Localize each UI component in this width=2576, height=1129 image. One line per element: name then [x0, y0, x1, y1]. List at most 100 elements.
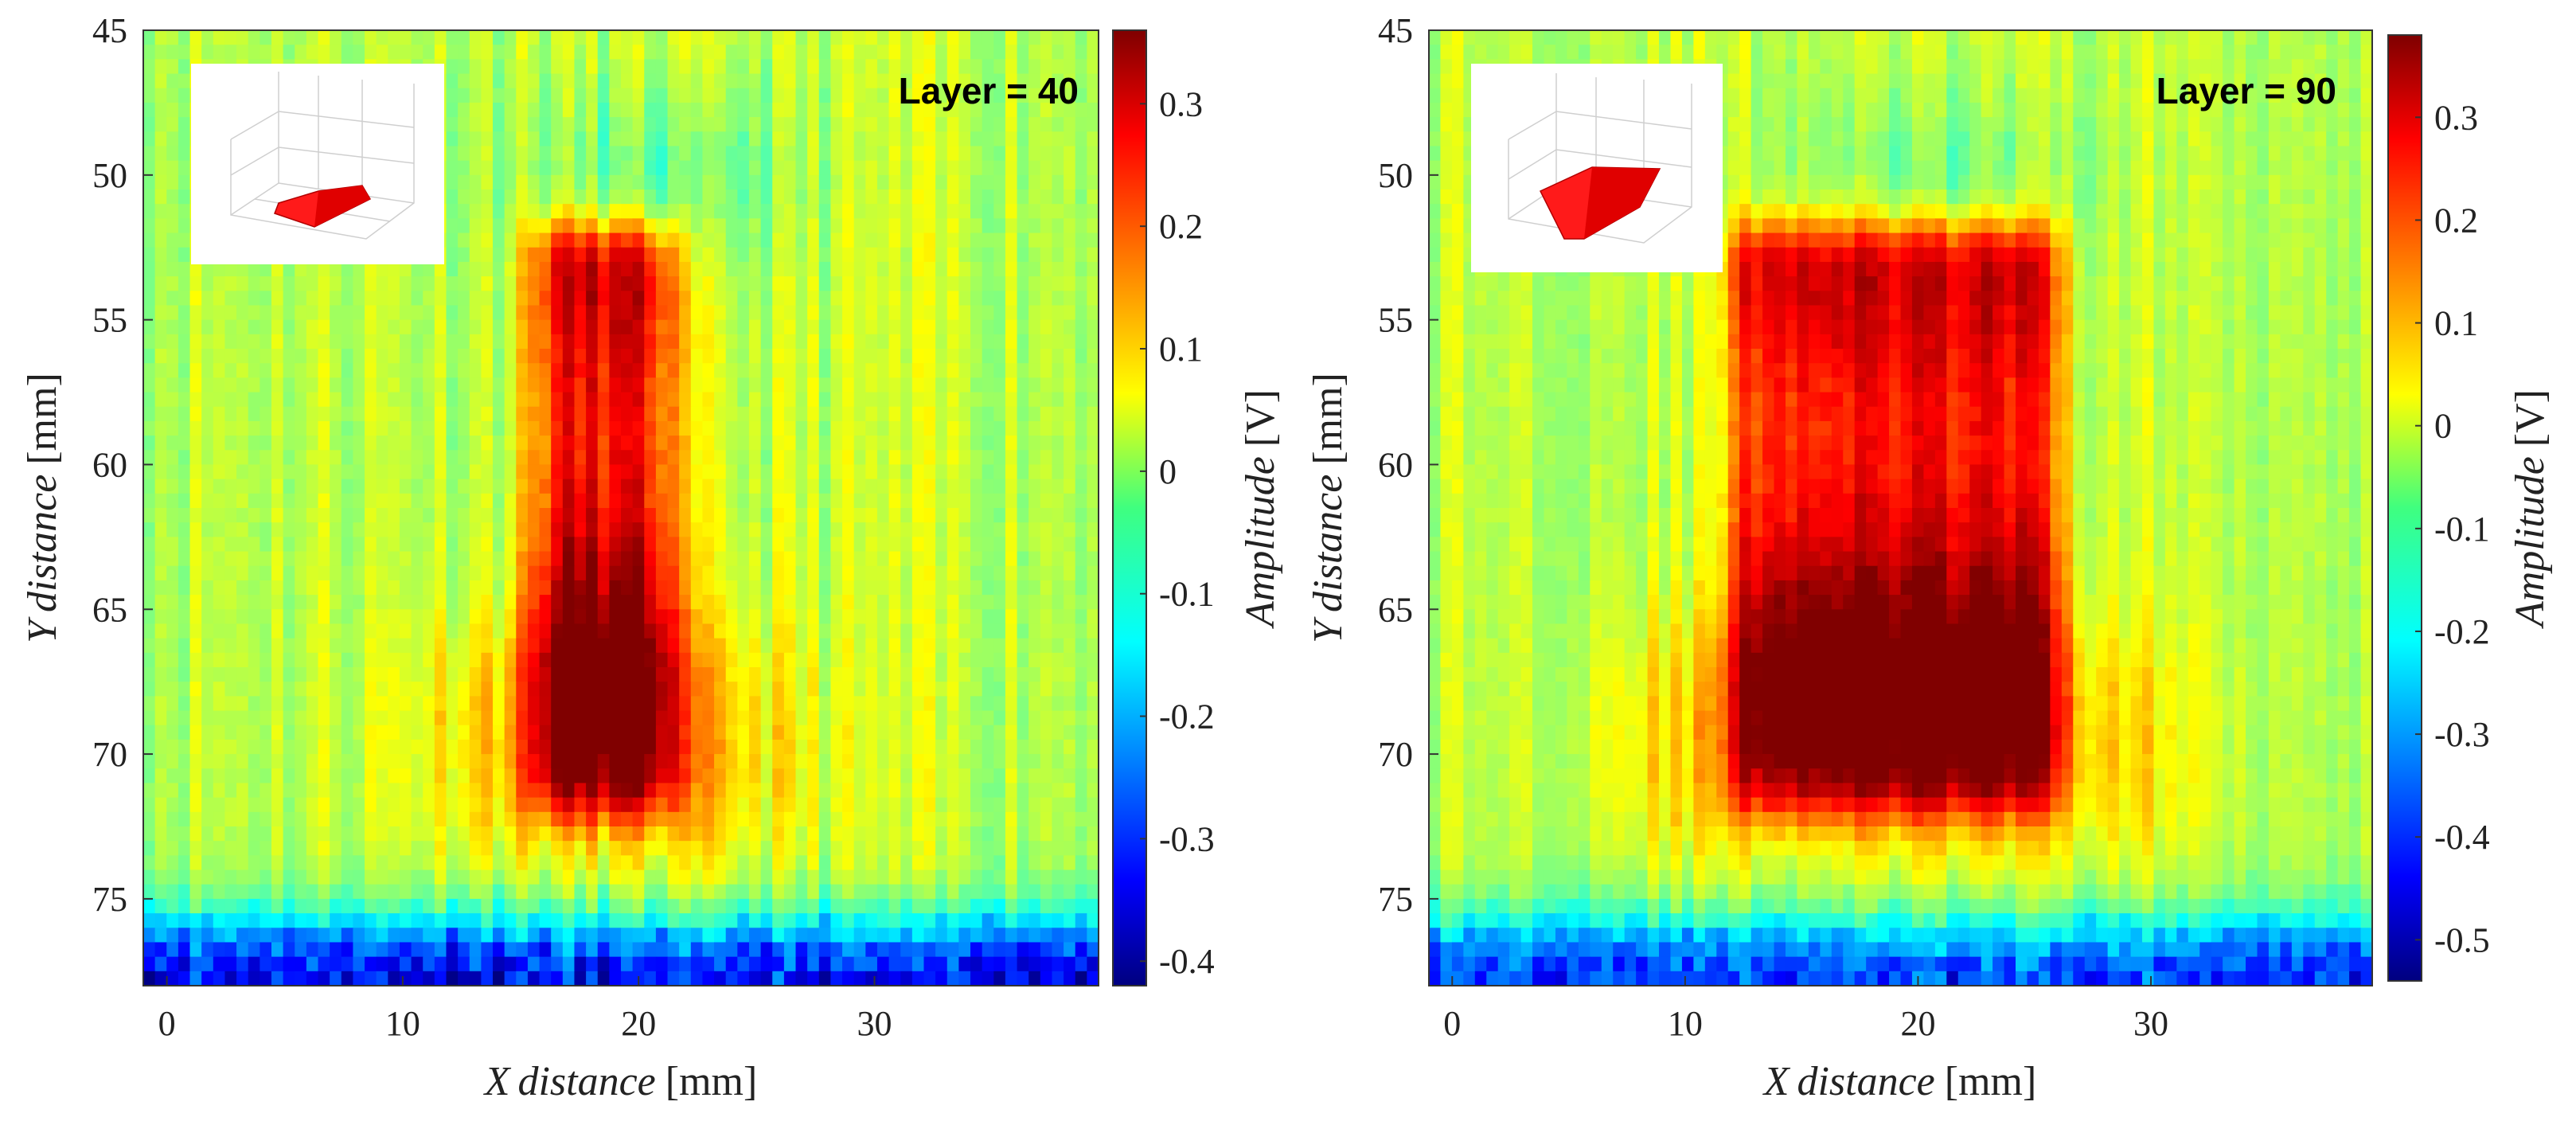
heatmap-cell: [353, 508, 365, 523]
heatmap-cell: [900, 291, 913, 307]
heatmap-cell: [527, 522, 541, 537]
heatmap-cell: [748, 710, 762, 726]
heatmap-cell: [970, 479, 983, 494]
heatmap-cell: [376, 739, 388, 755]
heatmap-cell: [365, 291, 377, 307]
heatmap-cell: [516, 131, 529, 147]
heatmap-cell: [295, 783, 307, 799]
heatmap-cell: [353, 710, 365, 726]
heatmap-cell: [888, 261, 901, 277]
heatmap-cell: [807, 204, 820, 219]
heatmap-cell: [737, 334, 750, 350]
heatmap-cell: [993, 291, 1006, 307]
heatmap-cell: [213, 349, 226, 364]
heatmap-cell: [283, 609, 295, 625]
heatmap-cell: [1040, 811, 1053, 827]
heatmap-cell: [900, 160, 913, 176]
heatmap-cell: [982, 479, 994, 494]
heatmap-cell: [993, 884, 1006, 900]
heatmap-cell: [1087, 797, 1099, 813]
heatmap-cell: [644, 102, 657, 118]
heatmap-cell: [493, 276, 505, 291]
heatmap-cell: [702, 420, 715, 436]
heatmap-cell: [551, 305, 564, 321]
heatmap-cell: [562, 623, 576, 639]
heatmap-cell: [1017, 898, 1029, 914]
heatmap-cell: [260, 479, 272, 494]
heatmap-cell: [527, 450, 541, 466]
heatmap-cell: [166, 898, 179, 914]
heatmap-cell: [1075, 392, 1087, 408]
heatmap-cell: [306, 479, 319, 494]
heatmap-cell: [655, 623, 669, 639]
heatmap-cell: [1005, 768, 1018, 784]
heatmap-cell: [609, 464, 622, 480]
heatmap-cell: [189, 464, 202, 480]
heatmap-cell: [923, 73, 936, 89]
heatmap-cell: [702, 508, 715, 523]
heatmap-cell: [1017, 334, 1029, 350]
heatmap-cell: [1040, 667, 1053, 682]
heatmap-cell: [481, 247, 494, 263]
heatmap-cell: [690, 276, 704, 291]
heatmap-cell: [795, 247, 808, 263]
heatmap-cell: [143, 349, 156, 364]
heatmap-cell: [260, 826, 272, 842]
heatmap-cell: [539, 363, 552, 378]
heatmap-cell: [644, 436, 657, 451]
heatmap-cell: [807, 232, 820, 248]
heatmap-cell: [830, 493, 843, 509]
heatmap-cell: [481, 363, 494, 378]
heatmap-cell: [166, 45, 179, 60]
heatmap-cell: [714, 30, 727, 45]
heatmap-cell: [667, 710, 680, 726]
heatmap-cell: [621, 45, 634, 60]
heatmap-cell: [318, 797, 330, 813]
heatmap-cell: [1028, 667, 1041, 682]
heatmap-cell: [655, 537, 669, 553]
heatmap-cell: [807, 638, 820, 654]
heatmap-cell: [667, 682, 680, 697]
heatmap-cell: [597, 261, 610, 277]
heatmap-cell: [434, 319, 447, 335]
heatmap-cell: [632, 667, 645, 682]
heatmap-cell: [807, 117, 820, 132]
heatmap-cell: [423, 420, 435, 436]
heatmap-cell: [365, 319, 377, 335]
heatmap-cell: [469, 450, 482, 466]
heatmap-cell: [236, 595, 249, 610]
heatmap-cell: [725, 73, 738, 89]
heatmap-cell: [795, 261, 808, 277]
heatmap-cell: [154, 218, 167, 234]
heatmap-cell: [388, 623, 400, 639]
heatmap-cell: [434, 551, 447, 567]
heatmap-cell: [574, 739, 587, 755]
heatmap-cell: [551, 869, 564, 885]
heatmap-cell: [411, 710, 423, 726]
heatmap-cell: [411, 638, 423, 654]
heatmap-cell: [1017, 841, 1029, 856]
heatmap-cell: [725, 247, 738, 263]
heatmap-cell: [586, 334, 599, 350]
heatmap-cell: [423, 783, 435, 799]
heatmap-cell: [702, 638, 715, 654]
heatmap-cell: [423, 276, 435, 291]
heatmap-cell: [946, 667, 959, 682]
heatmap-cell: [330, 783, 342, 799]
heatmap-cell: [283, 754, 295, 769]
heatmap-cell: [865, 406, 878, 422]
heatmap-cell: [632, 30, 645, 45]
heatmap-cell: [1064, 102, 1076, 118]
heatmap-cell: [795, 334, 808, 350]
heatmap-cell: [993, 131, 1006, 147]
heatmap-cell: [1075, 884, 1087, 900]
heatmap-cell: [900, 667, 913, 682]
heatmap-cell: [143, 73, 156, 89]
heatmap-cell: [702, 841, 715, 856]
heatmap-cell: [446, 464, 459, 480]
heatmap-cell: [702, 551, 715, 567]
heatmap-cell: [330, 436, 342, 451]
heatmap-cell: [213, 479, 226, 494]
heatmap-cell: [888, 826, 901, 842]
heatmap-cell: [760, 305, 773, 321]
